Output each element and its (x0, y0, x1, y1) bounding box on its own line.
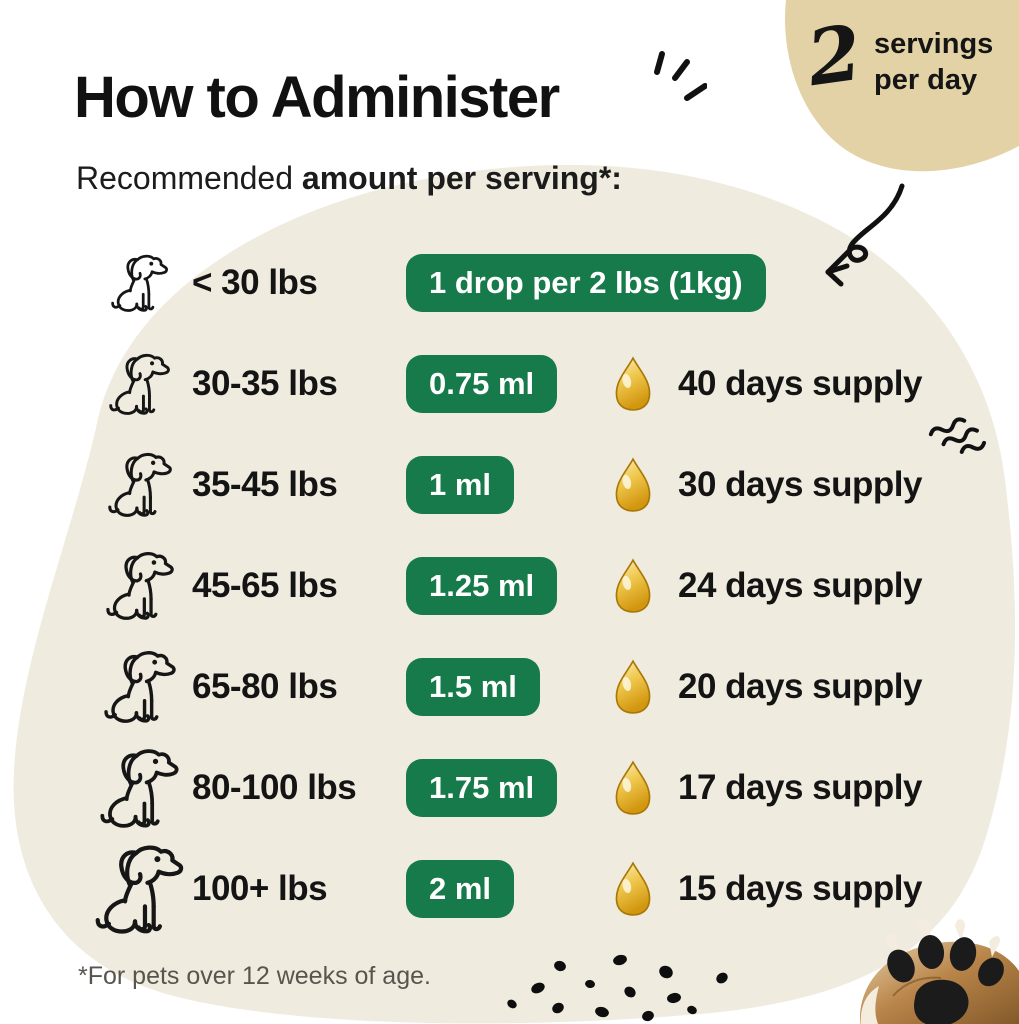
servings-line1: servings (874, 28, 994, 60)
ink-dots-icon (507, 954, 728, 1022)
oil-drop-icon (615, 356, 651, 411)
weight-label: < 30 lbs (192, 262, 318, 302)
oil-drop-icon (615, 861, 651, 916)
dose-badge: 1 ml (406, 455, 515, 514)
dose-badge: 2 ml (406, 859, 515, 918)
servings-line2: per day (874, 64, 978, 97)
supply-label: 40 days supply (678, 363, 922, 403)
dose-badge: 1.25 ml (406, 556, 558, 615)
dog-icon (107, 452, 172, 517)
burst-marks-icon (654, 51, 707, 101)
weight-label: 45-65 lbs (192, 565, 338, 605)
supply-label: 15 days supply (678, 868, 922, 908)
supply-label: 17 days supply (678, 767, 922, 807)
weight-label: 80-100 lbs (192, 767, 357, 807)
hand-drawn-arrow-icon (825, 183, 905, 287)
page-subtitle: Recommended amount per serving*: (76, 160, 622, 197)
servings-number: 2 (801, 7, 867, 104)
subtitle-bold: amount per serving* (301, 160, 612, 196)
table-row: 30-35 lbs 0.75 ml 40 days supply (88, 333, 968, 434)
dog-icon (105, 551, 174, 620)
servings-label: servings per day (874, 26, 993, 99)
supply-label: 24 days supply (678, 565, 922, 605)
dog-icon (109, 353, 170, 415)
oil-drop-icon (615, 558, 651, 613)
footnote: *For pets over 12 weeks of age. (78, 962, 431, 990)
dose-badge: 0.75 ml (406, 354, 558, 413)
oil-drop-icon (615, 659, 651, 714)
dog-icon (95, 843, 185, 935)
supply-label: 30 days supply (678, 464, 922, 504)
table-row: 100+ lbs 2 ml 15 days supply (88, 838, 968, 939)
weight-label: 30-35 lbs (192, 363, 338, 403)
table-row: 45-65 lbs 1.25 ml 24 days supply (88, 535, 968, 636)
dog-icon (103, 651, 176, 723)
weight-label: 100+ lbs (192, 868, 328, 908)
table-row: 65-80 lbs 1.5 ml 20 days supply (88, 636, 968, 737)
dog-icon (111, 254, 168, 312)
oil-drop-icon (615, 457, 651, 512)
subtitle-colon: : (611, 160, 622, 196)
table-row: < 30 lbs 1 drop per 2 lbs (1kg) (88, 232, 968, 333)
weight-label: 65-80 lbs (192, 666, 338, 706)
subtitle-regular: Recommended (76, 160, 302, 196)
weight-label: 35-45 lbs (192, 464, 338, 504)
dose-badge: 1.75 ml (406, 758, 558, 817)
dosage-table: < 30 lbs 1 drop per 2 lbs (1kg) 30-35 lb… (88, 232, 968, 939)
dog-icon (100, 748, 179, 828)
supply-label: 20 days supply (678, 666, 922, 706)
table-row: 80-100 lbs 1.75 ml 17 days supply (88, 737, 968, 838)
dose-badge: 1 drop per 2 lbs (1kg) (406, 253, 766, 312)
tan-blob (785, 0, 1019, 172)
dose-badge: 1.5 ml (406, 657, 540, 716)
dog-paw-photo (860, 919, 1019, 1024)
table-row: 35-45 lbs 1 ml 30 days supply (88, 434, 968, 535)
oil-drop-icon (615, 760, 651, 815)
page-title: How to Administer (74, 65, 560, 130)
squiggle-marks-icon (928, 417, 987, 454)
